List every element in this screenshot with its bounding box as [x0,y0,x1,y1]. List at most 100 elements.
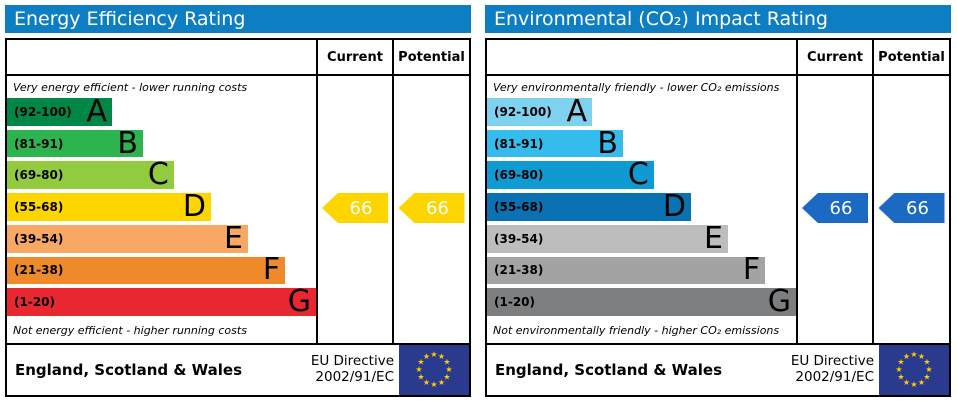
band-letter: E [704,220,724,256]
eu-star-icon: ★ [923,358,930,367]
band-letter: G [287,284,311,320]
eu-star-icon: ★ [923,373,930,382]
potential-column: 66 [392,76,469,343]
potential-rating-arrow: 66 [398,193,465,223]
potential-column: 66 [872,76,949,343]
band-letter: C [627,157,649,193]
eu-star-icon: ★ [925,365,932,374]
energy-efficiency-panel: Energy Efficiency Rating Current Potenti… [5,5,471,397]
potential-rating-value: 66 [426,197,449,219]
band-range: (81-91) [14,136,64,151]
eu-directive-line1: EU Directive [310,353,394,370]
bottom-caption: Not environmentally friendly - higher CO… [493,324,780,338]
eu-star-icon: ★ [430,380,437,389]
band-row-c: (69-80) C [7,160,174,190]
eu-star-icon: ★ [443,373,450,382]
current-column-header: Current [796,40,872,76]
rating-scale: Very environmentally friendly - lower CO… [487,76,796,343]
eu-star-icon: ★ [910,350,917,359]
band-row-e: (39-54) E [487,220,729,256]
panel-footer: England, Scotland & Wales EU Directive 2… [5,343,471,397]
eu-star-icon: ★ [443,358,450,367]
band-range: (55-68) [14,200,64,215]
band-row-d: (55-68) D [487,189,691,225]
eu-star-icon: ★ [895,365,902,374]
band-range: (39-54) [494,231,544,246]
potential-column-header: Potential [392,40,469,76]
rating-table: Current Potential Very energy efficient … [5,38,471,345]
eu-directive-line1: EU Directive [790,353,874,370]
band-row-f: (21-38) F [487,252,766,288]
eu-star-icon: ★ [423,378,430,387]
eu-star-icon: ★ [903,378,910,387]
current-column-header: Current [316,40,392,76]
current-rating-value: 66 [829,197,853,219]
bottom-caption: Not energy efficient - higher running co… [13,324,247,338]
eu-star-icon: ★ [430,350,437,359]
eu-flag-icon: ★ ★ ★ ★ ★ ★ ★ ★ ★ ★ ★ ★ [399,345,469,395]
potential-rating-value: 66 [906,197,929,219]
band-letter: B [117,125,138,161]
eu-star-icon: ★ [438,352,445,361]
panel-title: Environmental (CO₂) Impact Rating [485,5,951,33]
eu-star-icon: ★ [445,365,452,374]
band-letter: A [566,93,588,129]
region-label: England, Scotland & Wales [15,361,243,379]
band-letter: E [224,220,244,256]
band-letter: D [662,189,686,225]
region-label: England, Scotland & Wales [495,361,723,379]
eu-star-icon: ★ [897,358,904,367]
eu-flag-stars: ★ ★ ★ ★ ★ ★ ★ ★ ★ ★ ★ ★ [895,350,932,389]
eu-star-icon: ★ [897,373,904,382]
band-row-g: (1-20) G [487,284,796,320]
eu-directive-line2: 2002/91/EC [795,369,874,385]
eu-flag-background [399,345,469,395]
panel-title: Energy Efficiency Rating [5,5,471,33]
band-row-e: (39-54) E [7,220,249,256]
rating-table: Current Potential Very environmentally f… [485,38,951,345]
band-range: (81-91) [494,136,544,151]
band-row-d: (55-68) D [7,189,211,225]
band-range: (92-100) [494,104,552,119]
eu-directive-label: EU Directive 2002/91/EC [310,353,399,386]
band-range: (92-100) [14,104,72,119]
eu-star-icon: ★ [415,365,422,374]
eu-star-icon: ★ [910,380,917,389]
potential-rating-arrow: 66 [878,193,945,223]
eu-flag-background [879,345,949,395]
rating-scale: Very energy efficient - lower running co… [7,76,316,343]
band-range: (21-38) [494,263,544,278]
eu-star-icon: ★ [918,378,925,387]
corner-cell [7,40,316,76]
current-rating-arrow: 66 [802,193,868,223]
current-rating-value: 66 [349,197,373,219]
eu-star-icon: ★ [438,378,445,387]
band-letter: D [182,189,206,225]
band-range: (69-80) [494,168,544,183]
eu-star-icon: ★ [417,358,424,367]
eu-flag-stars: ★ ★ ★ ★ ★ ★ ★ ★ ★ ★ ★ ★ [415,350,452,389]
band-row-g: (1-20) G [7,284,316,320]
band-range: (1-20) [14,295,55,310]
eu-directive-line2: 2002/91/EC [315,369,394,385]
band-letter: G [767,284,791,320]
current-rating-arrow: 66 [322,193,388,223]
band-letter: B [597,125,618,161]
band-range: (55-68) [494,200,544,215]
eu-directive-label: EU Directive 2002/91/EC [790,353,879,386]
environmental-impact-panel: Environmental (CO₂) Impact Rating Curren… [485,5,951,397]
band-row-b: (81-91) B [487,125,623,161]
band-letter: F [742,252,761,288]
band-row-a: (92-100) A [487,93,593,129]
band-row-c: (69-80) C [487,157,654,193]
top-caption: Very energy efficient - lower running co… [13,81,248,94]
corner-cell [487,40,796,76]
current-column: 66 [316,76,392,343]
eu-star-icon: ★ [417,373,424,382]
panel-footer: England, Scotland & Wales EU Directive 2… [485,343,951,397]
band-row-b: (81-91) B [7,125,143,161]
band-range: (69-80) [14,168,64,183]
band-range: (1-20) [494,295,535,310]
top-caption: Very environmentally friendly - lower CO… [493,81,780,94]
